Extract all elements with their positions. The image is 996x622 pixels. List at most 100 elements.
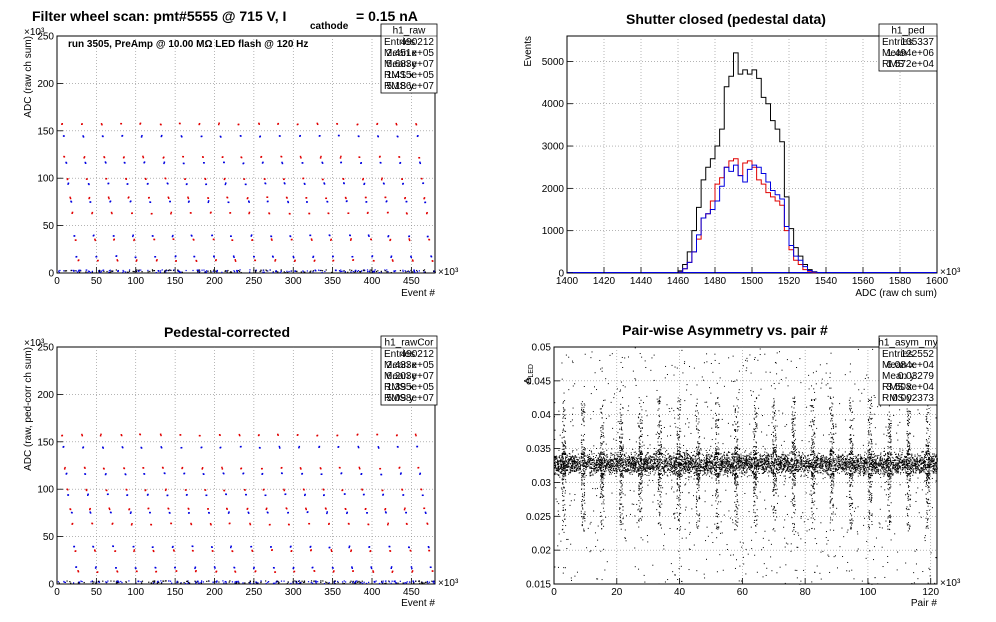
asym-point [675, 453, 677, 455]
rawcor-point [344, 508, 347, 510]
rawcor-baseline-point [294, 580, 296, 582]
asym-point [680, 455, 682, 457]
rawcor-point [102, 446, 104, 448]
asym-point [929, 467, 931, 469]
asym-point [561, 464, 563, 466]
asym-point [861, 465, 863, 467]
rawcor-baseline-point [323, 583, 326, 585]
asym-point [766, 458, 768, 460]
asym-point [561, 457, 563, 459]
rawcor-point [273, 567, 275, 569]
raw-point [306, 201, 308, 203]
raw-baseline-point [324, 270, 326, 273]
rawcor-point [236, 581, 238, 583]
asym-point [861, 467, 863, 469]
asym-point [683, 466, 685, 468]
asym-point [573, 456, 575, 458]
raw-point [167, 196, 170, 199]
asym-point [766, 459, 768, 461]
asym-point [656, 468, 658, 470]
raw-point [387, 235, 390, 237]
asym-point [612, 465, 614, 467]
asym-point [816, 459, 818, 461]
asym-point [562, 458, 564, 460]
asym-point [593, 453, 595, 455]
asym-point [584, 455, 586, 457]
asym-point [685, 464, 687, 466]
asym-point [766, 468, 768, 470]
raw-point [336, 123, 339, 125]
raw-point [84, 162, 87, 164]
raw-point [138, 270, 140, 272]
rawcor-point [283, 488, 285, 491]
raw-baseline-point [136, 269, 138, 271]
rawcor-point [192, 550, 194, 552]
rawcor-baseline-point [91, 580, 94, 583]
asym-point [563, 450, 565, 452]
asym-point [847, 466, 849, 468]
raw-baseline-point [155, 272, 157, 274]
raw-point [301, 162, 304, 164]
rawcor-title: Pedestal-corrected [164, 324, 290, 340]
asym-point [610, 465, 612, 467]
asym-point [702, 463, 704, 465]
raw-point [142, 155, 144, 158]
asym-point [763, 455, 765, 457]
asym-point [683, 465, 685, 467]
asym-point [899, 462, 901, 464]
asym-point [733, 470, 735, 472]
rawcor-point [311, 566, 314, 569]
raw-point [224, 177, 226, 180]
raw-stats-value: 490212 [401, 37, 435, 48]
asym-point [791, 470, 793, 472]
asym-point [554, 466, 556, 468]
raw-point [240, 156, 243, 159]
rawcor-baseline-point [302, 581, 305, 583]
asym-point [728, 462, 730, 464]
asym-point [924, 469, 926, 471]
raw-point [393, 270, 396, 273]
rawcor-baseline-point [431, 580, 433, 582]
asym-point [911, 462, 913, 464]
asym-point [819, 472, 821, 474]
raw-baseline-point [409, 271, 411, 273]
asym-point [908, 462, 910, 464]
asym-point [853, 469, 855, 471]
asym-point [572, 465, 574, 467]
rawcor-baseline-point [77, 582, 79, 584]
asym-point [770, 460, 772, 462]
ped-stats-value: 1.494e+06 [886, 48, 934, 59]
asym-point [665, 465, 667, 467]
rawcor-point [89, 508, 91, 511]
asym-point [877, 470, 879, 472]
asym-point [759, 467, 761, 469]
asym-point [560, 460, 562, 462]
asym-point [899, 459, 901, 461]
raw-point [247, 197, 249, 199]
rawcor-baseline-point [313, 580, 315, 582]
asym-point [724, 471, 726, 473]
rawcor-baseline-point [355, 582, 357, 584]
asym-point [645, 466, 647, 468]
rawcor-baseline-point [207, 580, 210, 582]
rawcor-baseline-point [244, 582, 246, 584]
asym-point [817, 460, 819, 462]
asym-point [772, 463, 774, 465]
raw-point [410, 256, 413, 259]
rawcor-baseline-point [353, 582, 356, 584]
raw-baseline-point [340, 269, 342, 271]
asym-point [568, 462, 570, 464]
raw-baseline-point [412, 271, 414, 273]
raw-baseline-point [275, 271, 277, 273]
asym-point [791, 464, 793, 466]
asym-point [852, 467, 854, 469]
asym-point [845, 464, 847, 466]
asym-point [775, 468, 777, 470]
asym-point [855, 463, 857, 465]
asym-point [631, 466, 633, 468]
asym-point [583, 466, 585, 468]
raw-baseline-point [380, 270, 382, 272]
asym-point [671, 468, 673, 470]
asym-point [686, 454, 688, 456]
